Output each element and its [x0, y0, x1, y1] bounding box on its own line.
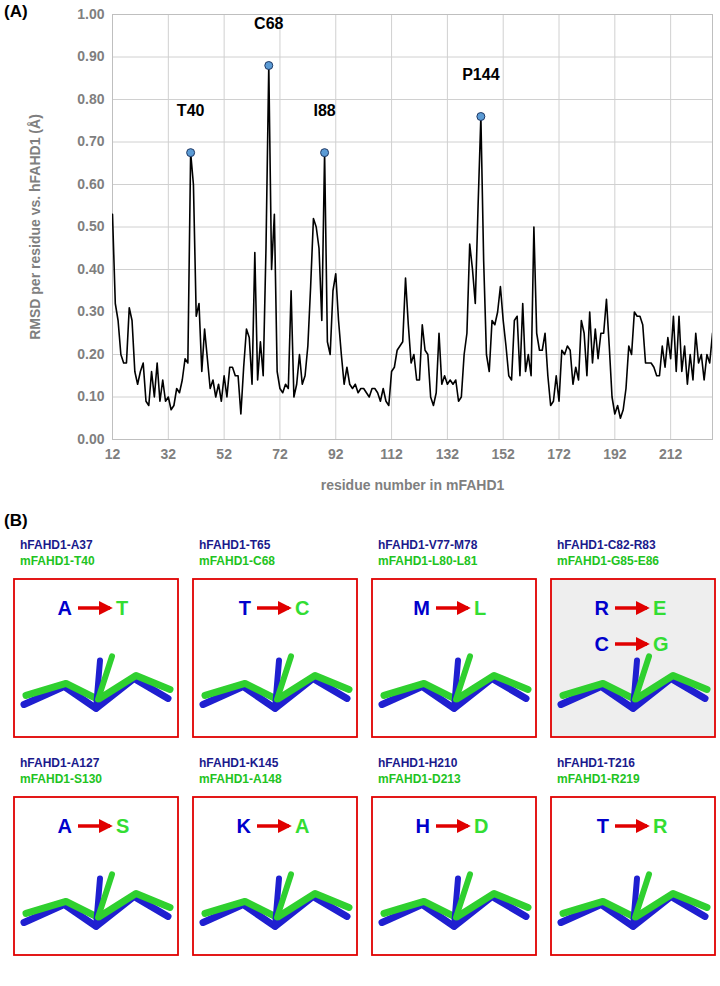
svg-text:mFAHD1-G85-E86: mFAHD1-G85-E86: [557, 554, 659, 568]
svg-text:212: 212: [659, 446, 683, 462]
svg-text:72: 72: [272, 446, 288, 462]
html-text:(B): (B): [4, 511, 28, 530]
svg-text:I88: I88: [313, 102, 335, 119]
svg-text:172: 172: [547, 446, 571, 462]
svg-text:mFAHD1-L80-L81: mFAHD1-L80-L81: [378, 554, 478, 568]
svg-text:hFAHD1-K145: hFAHD1-K145: [199, 756, 279, 770]
svg-text:A: A: [295, 815, 309, 837]
svg-text:L: L: [474, 597, 486, 619]
svg-text:hFAHD1-T65: hFAHD1-T65: [199, 538, 271, 552]
svg-text:hFAHD1-C82-R83: hFAHD1-C82-R83: [557, 538, 656, 552]
svg-text:mFAHD1-R219: mFAHD1-R219: [557, 772, 640, 786]
svg-text:32: 32: [161, 446, 177, 462]
svg-text:T: T: [116, 597, 128, 619]
svg-text:0.80: 0.80: [77, 91, 104, 107]
svg-text:52: 52: [216, 446, 232, 462]
svg-text:132: 132: [436, 446, 460, 462]
svg-text:152: 152: [492, 446, 516, 462]
svg-text:92: 92: [328, 446, 344, 462]
svg-text:hFAHD1-T216: hFAHD1-T216: [557, 756, 635, 770]
svg-text:H: H: [416, 815, 430, 837]
svg-text:mFAHD1-A148: mFAHD1-A148: [199, 772, 282, 786]
svg-text:0.20: 0.20: [77, 346, 104, 362]
svg-text:R: R: [653, 815, 668, 837]
svg-text:T40: T40: [177, 102, 205, 119]
svg-text:0.60: 0.60: [77, 176, 104, 192]
svg-text:0.40: 0.40: [77, 261, 104, 277]
svg-text:1.00: 1.00: [77, 6, 104, 22]
svg-text:192: 192: [603, 446, 627, 462]
svg-text:0.10: 0.10: [77, 388, 104, 404]
svg-text:S: S: [116, 815, 129, 837]
svg-text:D: D: [474, 815, 488, 837]
svg-text:residue number in mFAHD1: residue number in mFAHD1: [321, 477, 505, 493]
svg-text:112: 112: [380, 446, 403, 462]
svg-text:T: T: [239, 597, 251, 619]
svg-text:E: E: [653, 597, 666, 619]
svg-text:A: A: [58, 597, 72, 619]
svg-text:C68: C68: [254, 15, 283, 32]
svg-text:K: K: [237, 815, 252, 837]
svg-text:hFAHD1-H210: hFAHD1-H210: [378, 756, 458, 770]
svg-text:mFAHD1-S130: mFAHD1-S130: [20, 772, 102, 786]
svg-text:mFAHD1-D213: mFAHD1-D213: [378, 772, 461, 786]
html-text:(A): (A): [4, 2, 28, 21]
svg-text:R: R: [595, 597, 610, 619]
svg-text:0.50: 0.50: [77, 218, 104, 234]
svg-text:hFAHD1-V77-M78: hFAHD1-V77-M78: [378, 538, 478, 552]
svg-text:0.00: 0.00: [77, 431, 104, 447]
svg-text:hFAHD1-A127: hFAHD1-A127: [20, 756, 100, 770]
svg-text:M: M: [413, 597, 430, 619]
svg-text:mFAHD1-C68: mFAHD1-C68: [199, 554, 275, 568]
svg-text:C: C: [295, 597, 309, 619]
svg-text:P144: P144: [462, 66, 499, 83]
svg-text:0.30: 0.30: [77, 303, 104, 319]
svg-text:12: 12: [105, 446, 121, 462]
svg-text:0.70: 0.70: [77, 133, 104, 149]
svg-text:G: G: [653, 633, 669, 655]
svg-text:hFAHD1-A37: hFAHD1-A37: [20, 538, 93, 552]
svg-text:T: T: [597, 815, 609, 837]
svg-text:0.90: 0.90: [77, 48, 104, 64]
svg-text:A: A: [58, 815, 72, 837]
svg-text:mFAHD1-T40: mFAHD1-T40: [20, 554, 95, 568]
svg-text:RMSD per residue vs. hFAHD1 (Å: RMSD per residue vs. hFAHD1 (Å): [27, 114, 43, 340]
svg-text:C: C: [595, 633, 609, 655]
